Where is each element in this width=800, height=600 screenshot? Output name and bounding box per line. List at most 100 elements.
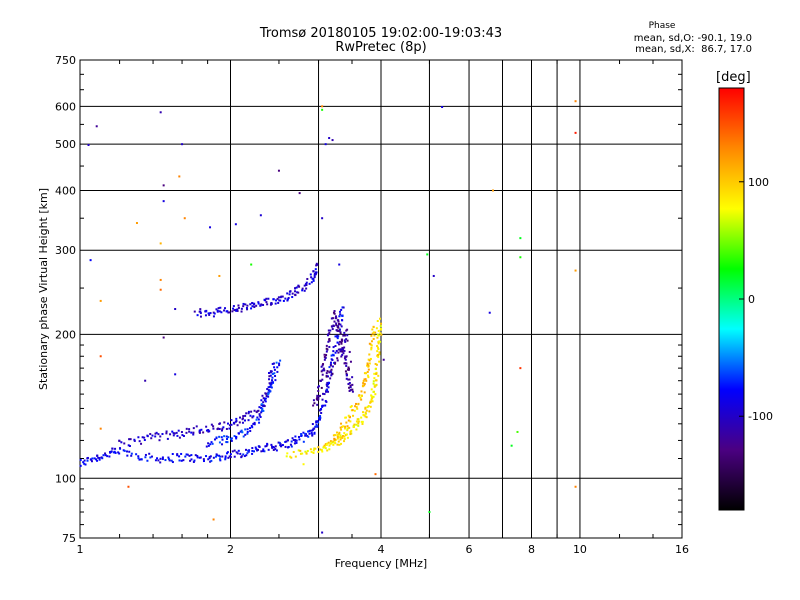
data-point <box>274 448 277 451</box>
x-tick-label: 6 <box>466 543 473 556</box>
data-point <box>362 382 365 385</box>
data-point <box>270 383 273 386</box>
outlier-point <box>183 217 186 220</box>
data-point <box>363 384 366 387</box>
data-point <box>247 412 250 415</box>
data-point <box>309 429 312 432</box>
data-point <box>279 443 282 446</box>
data-point <box>353 423 356 426</box>
data-point <box>355 402 358 405</box>
data-point <box>369 405 372 408</box>
data-point <box>310 431 313 434</box>
data-point <box>192 433 195 436</box>
data-point <box>170 459 173 462</box>
data-point <box>261 408 264 411</box>
data-point <box>320 365 323 368</box>
data-point <box>346 436 349 439</box>
data-point <box>366 406 369 409</box>
data-point <box>159 461 162 464</box>
data-point <box>375 383 378 386</box>
data-point <box>366 374 369 377</box>
outlier-point <box>510 444 513 447</box>
data-point <box>322 392 325 395</box>
data-point <box>247 410 250 413</box>
data-point <box>135 453 138 456</box>
data-point <box>266 303 269 306</box>
data-point <box>130 452 133 455</box>
data-point <box>294 293 297 296</box>
data-point <box>245 448 248 451</box>
data-point <box>141 436 144 439</box>
data-point <box>221 443 224 446</box>
outlier-point <box>574 485 577 488</box>
data-point <box>323 393 326 396</box>
data-point <box>130 454 133 457</box>
data-point <box>261 394 264 397</box>
outlier-point <box>298 192 301 195</box>
data-point <box>328 444 331 447</box>
data-point <box>308 282 311 285</box>
data-point <box>334 362 337 365</box>
outlier-point <box>159 288 162 291</box>
data-point <box>332 354 335 357</box>
data-point <box>310 429 313 432</box>
data-point <box>108 455 111 458</box>
data-point <box>133 438 136 441</box>
data-point <box>338 443 341 446</box>
data-point <box>226 451 229 454</box>
data-point <box>370 388 373 391</box>
data-point <box>334 344 337 347</box>
data-point <box>330 442 333 445</box>
data-point <box>355 406 358 409</box>
data-point <box>205 455 208 458</box>
y-tick-label: 500 <box>55 138 76 151</box>
outlier-point <box>277 169 280 172</box>
data-point <box>315 421 318 424</box>
data-point <box>257 301 260 304</box>
data-point <box>374 393 377 396</box>
data-point <box>143 436 146 439</box>
data-point <box>344 427 347 430</box>
data-point <box>166 437 169 440</box>
data-point <box>251 447 254 450</box>
data-point <box>324 447 327 450</box>
data-point <box>123 442 126 445</box>
chart-title: Tromsø 20180105 19:02:00-19:03:43 <box>259 26 503 41</box>
data-point <box>190 458 193 461</box>
data-point <box>342 334 345 337</box>
data-point <box>268 371 271 374</box>
data-point <box>253 450 256 453</box>
data-point <box>351 409 354 412</box>
data-point <box>332 325 335 328</box>
data-point <box>290 456 293 459</box>
data-point <box>161 433 164 436</box>
data-point <box>317 390 320 393</box>
data-point <box>232 307 235 310</box>
data-point <box>345 416 348 419</box>
data-point <box>329 361 332 364</box>
data-point <box>171 430 174 433</box>
data-point <box>221 438 224 441</box>
data-point <box>258 421 261 424</box>
data-point <box>240 310 243 313</box>
outlier-point <box>162 200 165 203</box>
data-point <box>144 453 147 456</box>
outlier-point <box>159 242 162 245</box>
data-point <box>330 317 333 320</box>
data-point <box>305 283 308 286</box>
data-point <box>285 440 288 443</box>
data-point <box>209 460 212 463</box>
outlier-point <box>250 263 253 266</box>
data-point <box>237 304 240 307</box>
data-point <box>327 340 330 343</box>
data-point <box>371 400 374 403</box>
data-point <box>365 416 368 419</box>
data-point <box>323 358 326 361</box>
data-point <box>335 349 338 352</box>
data-point <box>211 442 214 445</box>
data-point <box>262 409 265 412</box>
data-point <box>150 455 153 458</box>
data-point <box>284 445 287 448</box>
y-axis-label: Stationary phase Virtual Height [km] <box>37 187 50 390</box>
data-point <box>312 279 315 282</box>
